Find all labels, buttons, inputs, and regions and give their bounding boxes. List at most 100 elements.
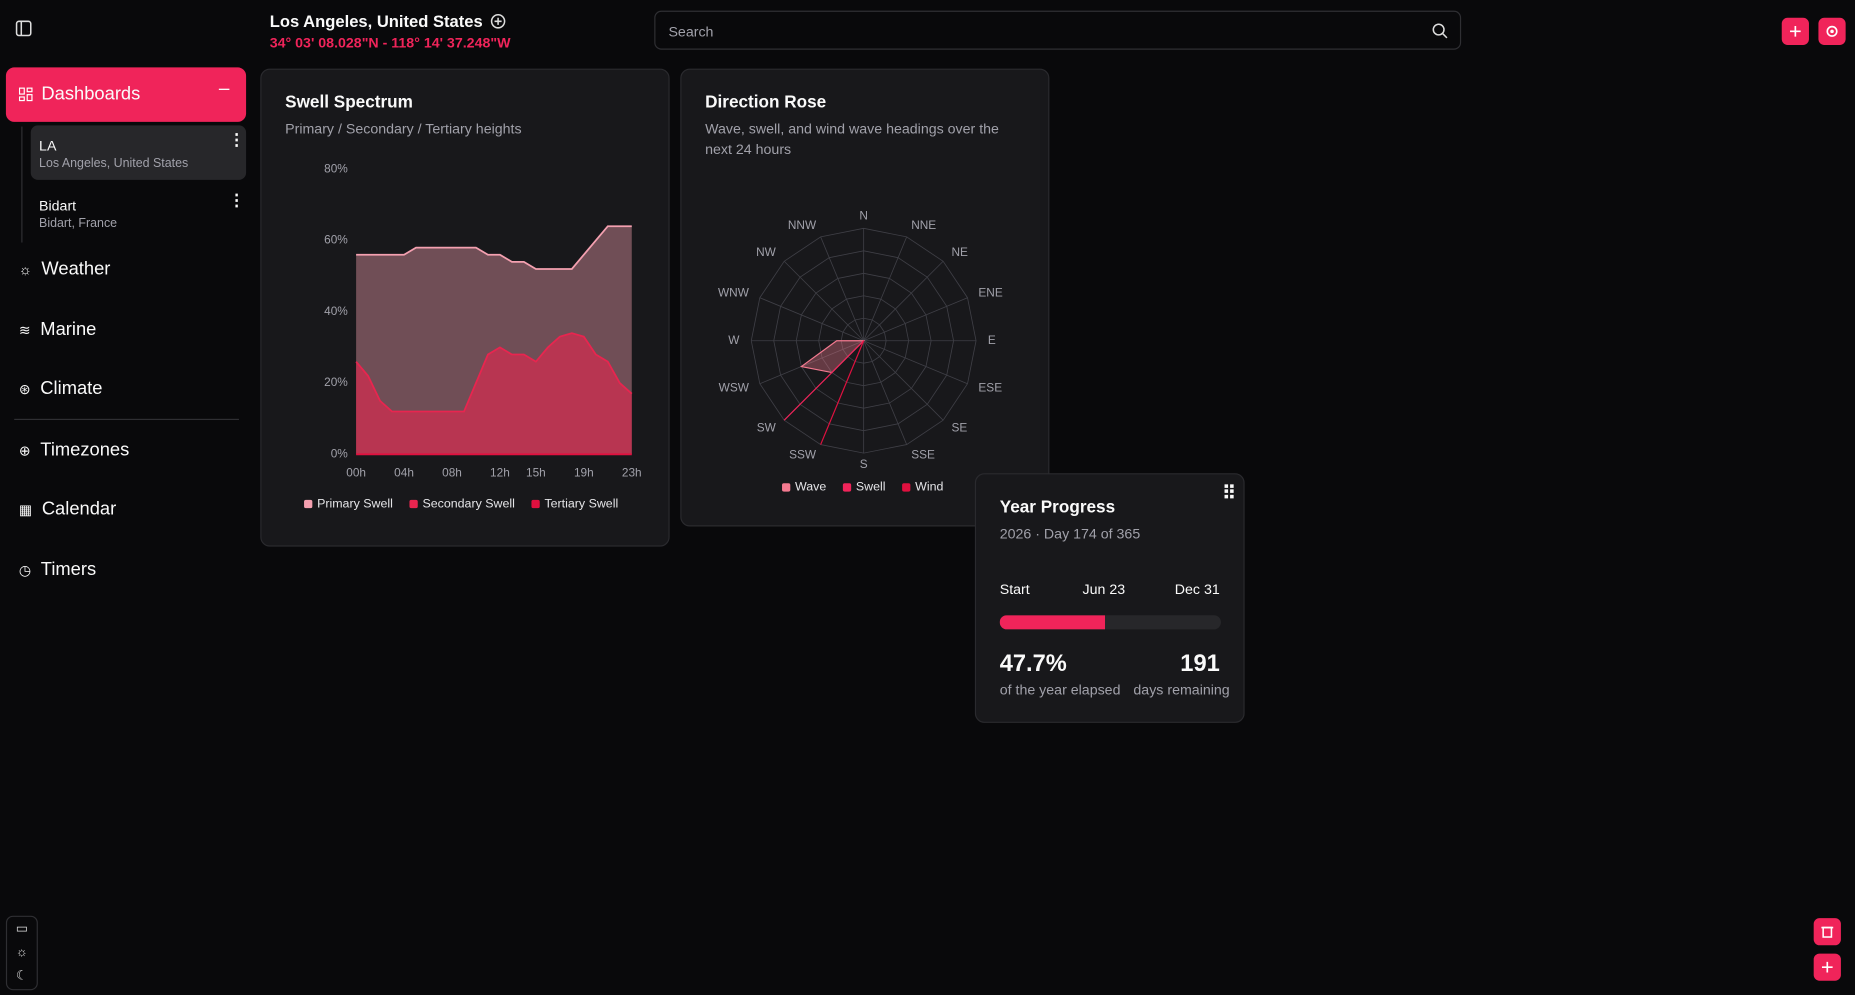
dashboards-label: Dashboards — [41, 84, 141, 105]
nav-item[interactable]: ☼ Weather — [18, 259, 111, 280]
nav-label: Marine — [40, 319, 97, 340]
direction-label: S — [860, 457, 868, 471]
spoke — [863, 297, 968, 342]
area — [356, 333, 632, 455]
legend-label: Tertiary Swell — [544, 496, 618, 510]
percent-value: 47.7% — [999, 650, 1067, 677]
swell-card: Swell Spectrum Primary / Secondary / Ter… — [260, 68, 670, 547]
coordinates: 34° 03' 08.028"N - 118° 14' 37.248"W — [269, 34, 511, 51]
spoke — [759, 340, 864, 385]
start-label: Start — [999, 580, 1030, 598]
add-widget-button[interactable] — [1813, 953, 1841, 981]
progress-fill — [999, 615, 1106, 630]
sidebar-toggle[interactable] — [15, 20, 32, 37]
item-subtitle: Bidart, France — [39, 216, 118, 231]
direction-label: NNW — [788, 218, 817, 232]
rose-card: Direction Rose Wave, swell, and wind wav… — [680, 68, 1050, 527]
delete-button[interactable] — [1813, 918, 1841, 946]
legend-swatch — [842, 483, 852, 492]
direction-label: NE — [952, 245, 969, 259]
direction-label: NNE — [911, 218, 936, 232]
direction-label: NW — [756, 245, 777, 259]
card-title: Direction Rose — [705, 93, 827, 113]
swell-chart: 0% 20% 40% 60% 80% 00h 04h 08h 12h 15h 19h 23h Prima… — [304, 161, 642, 510]
spoke — [863, 340, 908, 445]
rose-chart: N NNE NE ENE E ESE SE SSE S SSW SW WSW W WNW NW NNW Wave… — [718, 209, 1003, 494]
item-menu[interactable]: ⋮ — [228, 190, 245, 210]
card-title: Swell Spectrum — [285, 93, 413, 113]
card-subtitle: Primary / Secondary / Tertiary heights — [285, 120, 522, 138]
nav-label: Timezones — [40, 440, 130, 461]
days-caption: days remaining — [1133, 681, 1230, 699]
item-title: Bidart — [39, 197, 77, 215]
collapse-icon[interactable]: – — [218, 79, 230, 100]
y-tick-label: 20% — [324, 375, 348, 389]
direction-label: WSW — [719, 380, 750, 394]
legend-swatch — [782, 483, 791, 492]
item-subtitle: Los Angeles, United States — [39, 156, 189, 171]
card-title: Year Progress — [999, 498, 1116, 518]
spoke — [863, 340, 968, 385]
dashboard-item[interactable]: Bidart Bidart, France ⋮ — [31, 186, 246, 240]
nav-label: Calendar — [41, 499, 117, 520]
percent-caption: of the year elapsed — [999, 681, 1121, 699]
y-tick-label: 80% — [324, 161, 348, 175]
direction-label: WNW — [718, 285, 750, 299]
legend-swatch — [304, 499, 313, 509]
dashboard-item[interactable]: LA Los Angeles, United States ⋮ — [30, 125, 247, 180]
theme-switcher[interactable]: ▭ ☼ ☾ — [5, 915, 38, 991]
legend-label: Secondary Swell — [422, 496, 514, 510]
drag-handle[interactable]: ⠿ — [1222, 483, 1236, 505]
spoke — [863, 260, 944, 342]
legend-swatch — [409, 499, 418, 509]
x-tick-label: 23h — [622, 465, 642, 479]
settings-button[interactable] — [1818, 17, 1846, 45]
search-box[interactable]: Search — [654, 10, 1462, 50]
direction-label: SSE — [911, 448, 935, 462]
location-title: Los Angeles, United States — [269, 11, 483, 31]
year-progress-card: ⠿ Year Progress 2026 · Day 174 of 365 St… — [974, 473, 1245, 723]
search-placeholder: Search — [668, 23, 714, 41]
direction-label: E — [988, 333, 996, 347]
nav-item[interactable]: ⊕ Timezones — [18, 440, 130, 461]
y-tick-label: 60% — [324, 233, 348, 247]
nav-label: Weather — [41, 259, 111, 280]
dashboards-button[interactable]: Dashboards – — [5, 67, 247, 122]
nav-item[interactable]: ◷ Timers — [18, 559, 97, 580]
search-icon — [1432, 23, 1448, 39]
x-tick-label: 12h — [490, 465, 510, 479]
line — [356, 225, 632, 270]
x-tick-label: 19h — [574, 465, 594, 479]
direction-label: W — [728, 333, 740, 347]
nav-label: Timers — [40, 559, 97, 580]
nav-item[interactable]: ≋ Marine — [18, 319, 97, 340]
add-button[interactable] — [1781, 17, 1809, 45]
spoke — [820, 236, 865, 341]
spoke — [783, 260, 864, 342]
x-tick-label: 00h — [346, 465, 366, 479]
spoke — [759, 297, 864, 342]
nav-item[interactable]: ⊛ Climate — [18, 378, 103, 399]
card-subtitle: Wave, swell, and wind wave headings over… — [705, 120, 999, 158]
direction-label: ENE — [978, 285, 1002, 299]
card-subtitle: 2026 · Day 174 of 365 — [999, 525, 1141, 542]
location-add[interactable] — [490, 13, 507, 30]
spoke — [863, 236, 908, 341]
days-value: 191 — [1180, 650, 1220, 677]
x-tick-label: 15h — [526, 465, 546, 479]
spoke — [863, 340, 944, 421]
legend-label: Wave — [795, 480, 826, 494]
legend-swatch — [902, 483, 911, 492]
nav-item[interactable]: ▦ Calendar — [18, 499, 117, 520]
radar-series — [799, 340, 866, 374]
y-tick-label: 0% — [331, 446, 349, 460]
x-tick-label: 08h — [442, 465, 462, 479]
item-menu[interactable]: ⋮ — [228, 130, 245, 150]
direction-label: SE — [952, 421, 968, 435]
x-tick-label: 04h — [394, 465, 414, 479]
legend-label: Swell — [856, 480, 886, 494]
item-title: LA — [39, 137, 57, 154]
line — [355, 332, 633, 413]
